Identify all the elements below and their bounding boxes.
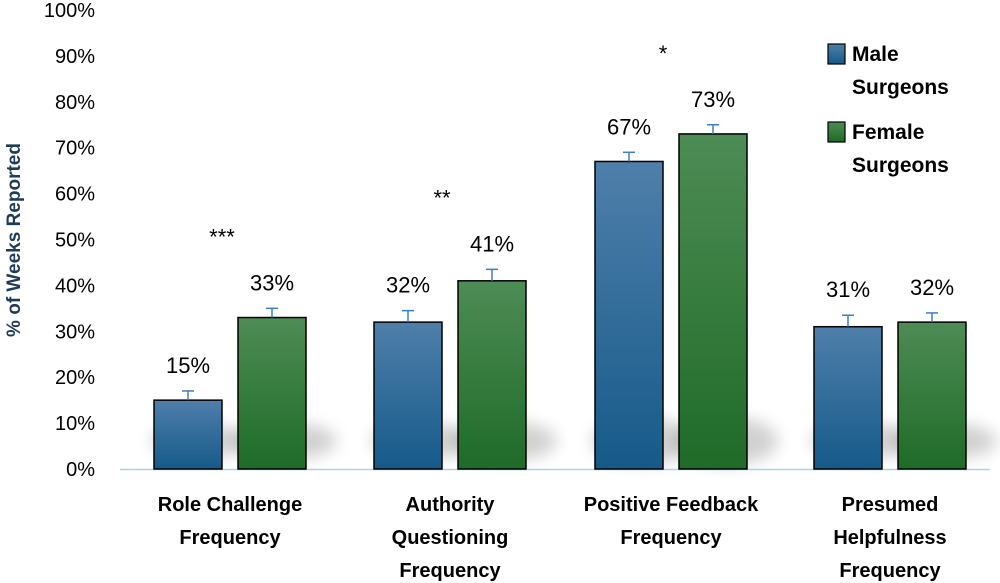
- bar-male: [813, 325, 883, 470]
- significance-marker: ***: [209, 224, 235, 249]
- data-label: 67%: [607, 114, 651, 139]
- bar-female: [457, 280, 527, 470]
- y-axis-title: % of Weeks Reported: [4, 143, 25, 337]
- data-label: 73%: [691, 87, 735, 112]
- legend-swatch-female: [827, 121, 846, 143]
- legend: Male Surgeons Female Surgeons: [827, 43, 949, 177]
- y-tick-label: 70%: [55, 138, 95, 160]
- legend-label: Male Surgeons: [852, 43, 949, 99]
- bar-male: [594, 160, 664, 470]
- data-label: 41%: [470, 231, 514, 256]
- y-tick-label: 50%: [55, 230, 95, 252]
- bar-female: [897, 321, 967, 470]
- x-category-label: Authority Questioning Frequency: [392, 494, 509, 582]
- data-label: 32%: [910, 275, 954, 300]
- bar-female: [678, 133, 748, 470]
- bar-male: [373, 321, 443, 470]
- y-tick-label: 30%: [55, 321, 95, 343]
- x-category-label: Positive Feedback Frequency: [584, 494, 759, 549]
- significance-marker: **: [433, 185, 451, 210]
- y-tick-label: 40%: [55, 275, 95, 297]
- y-tick-label: 10%: [55, 413, 95, 435]
- y-tick-label: 60%: [55, 184, 95, 206]
- y-tick-label: 90%: [55, 46, 95, 68]
- bars: 15%32%67%31%33%41%73%32%******: [153, 41, 967, 470]
- legend-swatch-male: [827, 43, 846, 65]
- x-axis-categories: Role Challenge Frequency Authority Question…: [158, 494, 947, 582]
- significance-marker: *: [659, 41, 668, 66]
- data-label: 33%: [250, 270, 294, 295]
- y-axis: 0% 10% 20% 30% 40% 50% 60% 70% 80% 90% 100% % of We…: [4, 0, 990, 481]
- y-tick-label: 20%: [55, 367, 95, 389]
- x-category-label: Role Challenge Frequency: [158, 494, 302, 549]
- bar-male: [153, 399, 223, 470]
- y-tick-label: 100%: [44, 0, 95, 22]
- x-category-label: Presumed Helpfulness Frequency: [833, 494, 946, 582]
- legend-label: Female Surgeons: [852, 121, 949, 177]
- bar-female: [237, 316, 307, 470]
- data-label: 31%: [826, 277, 870, 302]
- y-tick-label: 0%: [66, 459, 95, 481]
- data-label: 32%: [386, 273, 430, 298]
- y-tick-label: 80%: [55, 92, 95, 114]
- data-label: 15%: [166, 353, 210, 378]
